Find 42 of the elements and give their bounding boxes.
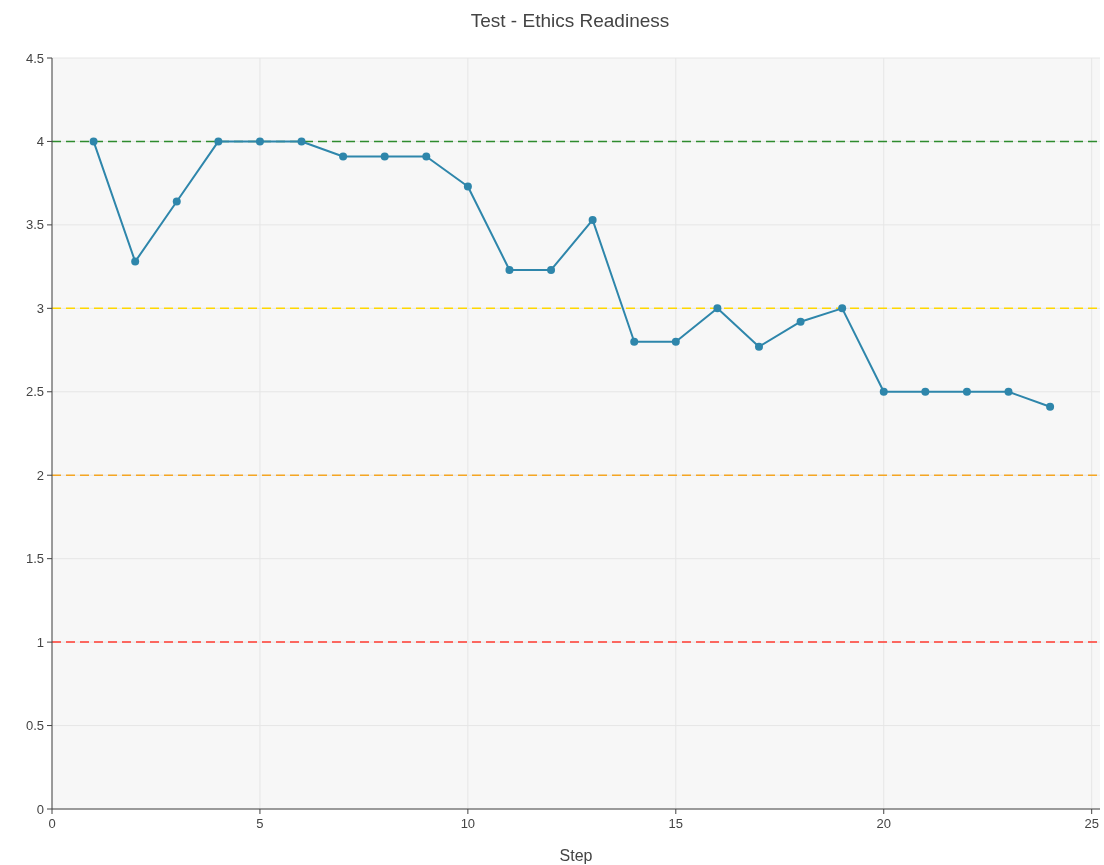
x-tick-label: 5 <box>256 816 264 831</box>
point <box>505 265 514 274</box>
point <box>754 342 763 351</box>
point <box>671 337 680 346</box>
point <box>339 152 348 161</box>
point <box>921 387 930 396</box>
point <box>588 215 597 224</box>
y-tick-label: 1 <box>36 634 44 650</box>
y-tick-label: 0.5 <box>25 718 44 734</box>
point <box>422 152 431 161</box>
chart-title: Test - Ethics Readiness <box>470 10 670 31</box>
point <box>255 137 264 146</box>
point <box>1004 387 1013 396</box>
y-tick-label: 0 <box>36 801 44 817</box>
x-tick-label: 25 <box>1084 816 1099 831</box>
y-tick-label: 4 <box>36 133 44 149</box>
x-tick-label: 10 <box>460 816 476 831</box>
y-tick-label: 3.5 <box>25 217 44 233</box>
y-tick-label: 3 <box>36 300 44 316</box>
point <box>131 257 140 266</box>
x-axis-title: Step <box>559 847 593 864</box>
y-tick-label: 4.5 <box>25 50 44 66</box>
point <box>172 197 181 206</box>
point <box>1046 402 1055 411</box>
y-tick-label: 1.5 <box>25 551 44 567</box>
point <box>463 182 472 191</box>
x-tick-label: 20 <box>876 816 891 831</box>
point <box>962 387 971 396</box>
y-tick-label: 2 <box>36 467 44 483</box>
point <box>796 317 805 326</box>
x-tick-label: 0 <box>48 816 56 831</box>
y-tick-label: 2.5 <box>25 384 44 400</box>
point <box>630 337 639 346</box>
x-tick-label: 15 <box>668 816 684 831</box>
point <box>214 137 223 146</box>
point <box>838 304 847 313</box>
point <box>713 304 722 313</box>
point <box>879 387 888 396</box>
point <box>89 137 98 146</box>
point <box>380 152 389 161</box>
point <box>297 137 306 146</box>
point <box>547 265 556 274</box>
